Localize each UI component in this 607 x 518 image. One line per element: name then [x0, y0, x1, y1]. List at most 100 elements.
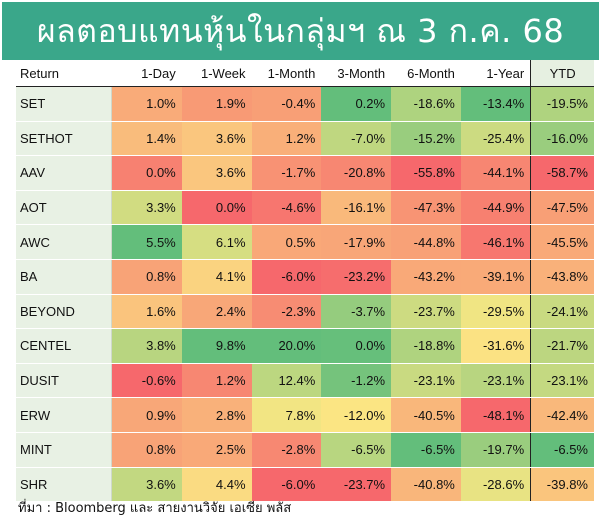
value-cell: -0.4% — [251, 86, 322, 122]
value-cell: -19.7% — [460, 432, 531, 468]
value-cell: 5.5% — [111, 224, 182, 260]
value-cell: -13.4% — [460, 86, 531, 122]
table-row: AWC 5.5% 6.1% 0.5% -17.9% -44.8% -46.1% -45.5% — [16, 224, 594, 260]
value-cell: -16.1% — [321, 190, 392, 226]
value-cell: 1.2% — [181, 363, 252, 399]
column-header: 1-Year — [460, 60, 531, 87]
row-label: BA — [16, 259, 113, 295]
table-row: BEYOND 1.6% 2.4% -2.3% -3.7% -23.7% -29.5% -24.… — [16, 294, 594, 330]
value-cell: -23.2% — [321, 259, 392, 295]
value-cell: 0.5% — [251, 224, 322, 260]
value-cell: -44.1% — [460, 155, 531, 191]
value-cell: 2.5% — [181, 432, 252, 468]
value-cell: 2.8% — [181, 397, 252, 433]
value-cell: -2.3% — [251, 294, 322, 330]
value-cell: -23.7% — [321, 467, 392, 503]
value-cell: -3.7% — [321, 294, 392, 330]
table-row: AOT 3.3% 0.0% -4.6% -16.1% -47.3% -44.9% -47.5% — [16, 190, 594, 226]
value-cell: 3.6% — [181, 121, 252, 157]
table-row: SHR 3.6% 4.4% -6.0% -23.7% -40.8% -28.6% -39.8% — [16, 467, 594, 503]
value-cell: -19.5% — [530, 86, 594, 122]
value-cell: 0.0% — [111, 155, 182, 191]
table-row: SET 1.0% 1.9% -0.4% 0.2% -18.6% -13.4% -19.5% — [16, 86, 594, 122]
value-cell: 0.2% — [321, 86, 392, 122]
value-cell: 4.4% — [181, 467, 252, 503]
value-cell: -4.6% — [251, 190, 322, 226]
value-cell: 3.6% — [181, 155, 252, 191]
value-cell: -2.8% — [251, 432, 322, 468]
value-cell: -40.5% — [391, 397, 461, 433]
row-label: CENTEL — [16, 328, 113, 364]
table-row: CENTEL 3.8% 9.8% 20.0% 0.0% -18.8% -31.6% -21.7… — [16, 328, 594, 364]
value-cell: -21.7% — [530, 328, 594, 364]
value-cell: -44.9% — [460, 190, 531, 226]
value-cell: 1.2% — [251, 121, 322, 157]
value-cell: -43.2% — [391, 259, 461, 295]
value-cell: -39.8% — [530, 467, 594, 503]
value-cell: -23.1% — [460, 363, 531, 399]
value-cell: -23.1% — [530, 363, 594, 399]
value-cell: 3.8% — [111, 328, 182, 364]
value-cell: -0.6% — [111, 363, 182, 399]
table-row: DUSIT -0.6% 1.2% 12.4% -1.2% -23.1% -23.1% -23.… — [16, 363, 594, 399]
value-cell: -39.1% — [460, 259, 531, 295]
value-cell: -42.4% — [530, 397, 594, 433]
value-cell: -46.1% — [460, 224, 531, 260]
value-cell: -28.6% — [460, 467, 531, 503]
value-cell: -7.0% — [321, 121, 392, 157]
value-cell: 1.6% — [111, 294, 182, 330]
chart-title: ผลตอบแทนหุ้นในกลุ่มฯ ณ 3 ก.ค. 68 — [36, 11, 565, 50]
returns-heatmap-table: Return 1-Day 1-Week 1-Month 3-Month 6-Mo… — [16, 60, 594, 503]
value-cell: -23.1% — [391, 363, 461, 399]
value-cell: -55.8% — [391, 155, 461, 191]
column-header-ytd: YTD — [530, 60, 594, 87]
value-cell: 0.0% — [321, 328, 392, 364]
value-cell: 1.4% — [111, 121, 182, 157]
table-row: AAV 0.0% 3.6% -1.7% -20.8% -55.8% -44.1% -58.7% — [16, 155, 594, 191]
value-cell: -6.0% — [251, 467, 322, 503]
row-label: BEYOND — [16, 294, 113, 330]
column-header: 3-Month — [321, 60, 392, 87]
value-cell: -18.6% — [391, 86, 461, 122]
value-cell: -1.2% — [321, 363, 392, 399]
value-cell: -12.0% — [321, 397, 392, 433]
table-row: MINT 0.8% 2.5% -2.8% -6.5% -6.5% -19.7% -6.5% — [16, 432, 594, 468]
row-label: SETHOT — [16, 121, 113, 157]
row-label: AOT — [16, 190, 113, 226]
value-cell: 3.3% — [111, 190, 182, 226]
value-cell: 4.1% — [181, 259, 252, 295]
value-cell: 20.0% — [251, 328, 322, 364]
value-cell: 1.9% — [181, 86, 252, 122]
column-header: 1-Day — [111, 60, 182, 87]
value-cell: -45.5% — [530, 224, 594, 260]
chart-title-bar: ผลตอบแทนหุ้นในกลุ่มฯ ณ 3 ก.ค. 68 — [2, 2, 599, 60]
value-cell: 0.9% — [111, 397, 182, 433]
value-cell: -24.1% — [530, 294, 594, 330]
row-label: MINT — [16, 432, 113, 468]
row-label: AWC — [16, 224, 113, 260]
value-cell: -58.7% — [530, 155, 594, 191]
value-cell: -43.8% — [530, 259, 594, 295]
value-cell: 12.4% — [251, 363, 322, 399]
column-header: 6-Month — [391, 60, 461, 87]
value-cell: -6.5% — [321, 432, 392, 468]
value-cell: -48.1% — [460, 397, 531, 433]
column-header: 1-Week — [181, 60, 252, 87]
value-cell: -47.5% — [530, 190, 594, 226]
value-cell: -25.4% — [460, 121, 531, 157]
value-cell: -29.5% — [460, 294, 531, 330]
column-header: 1-Month — [251, 60, 322, 87]
value-cell: 0.0% — [181, 190, 252, 226]
value-cell: -6.0% — [251, 259, 322, 295]
value-cell: 9.8% — [181, 328, 252, 364]
value-cell: -47.3% — [391, 190, 461, 226]
value-cell: 6.1% — [181, 224, 252, 260]
value-cell: 1.0% — [111, 86, 182, 122]
value-cell: 3.6% — [111, 467, 182, 503]
row-label: SHR — [16, 467, 113, 503]
value-cell: -1.7% — [251, 155, 322, 191]
value-cell: -18.8% — [391, 328, 461, 364]
row-label: DUSIT — [16, 363, 113, 399]
value-cell: 0.8% — [111, 432, 182, 468]
value-cell: -17.9% — [321, 224, 392, 260]
